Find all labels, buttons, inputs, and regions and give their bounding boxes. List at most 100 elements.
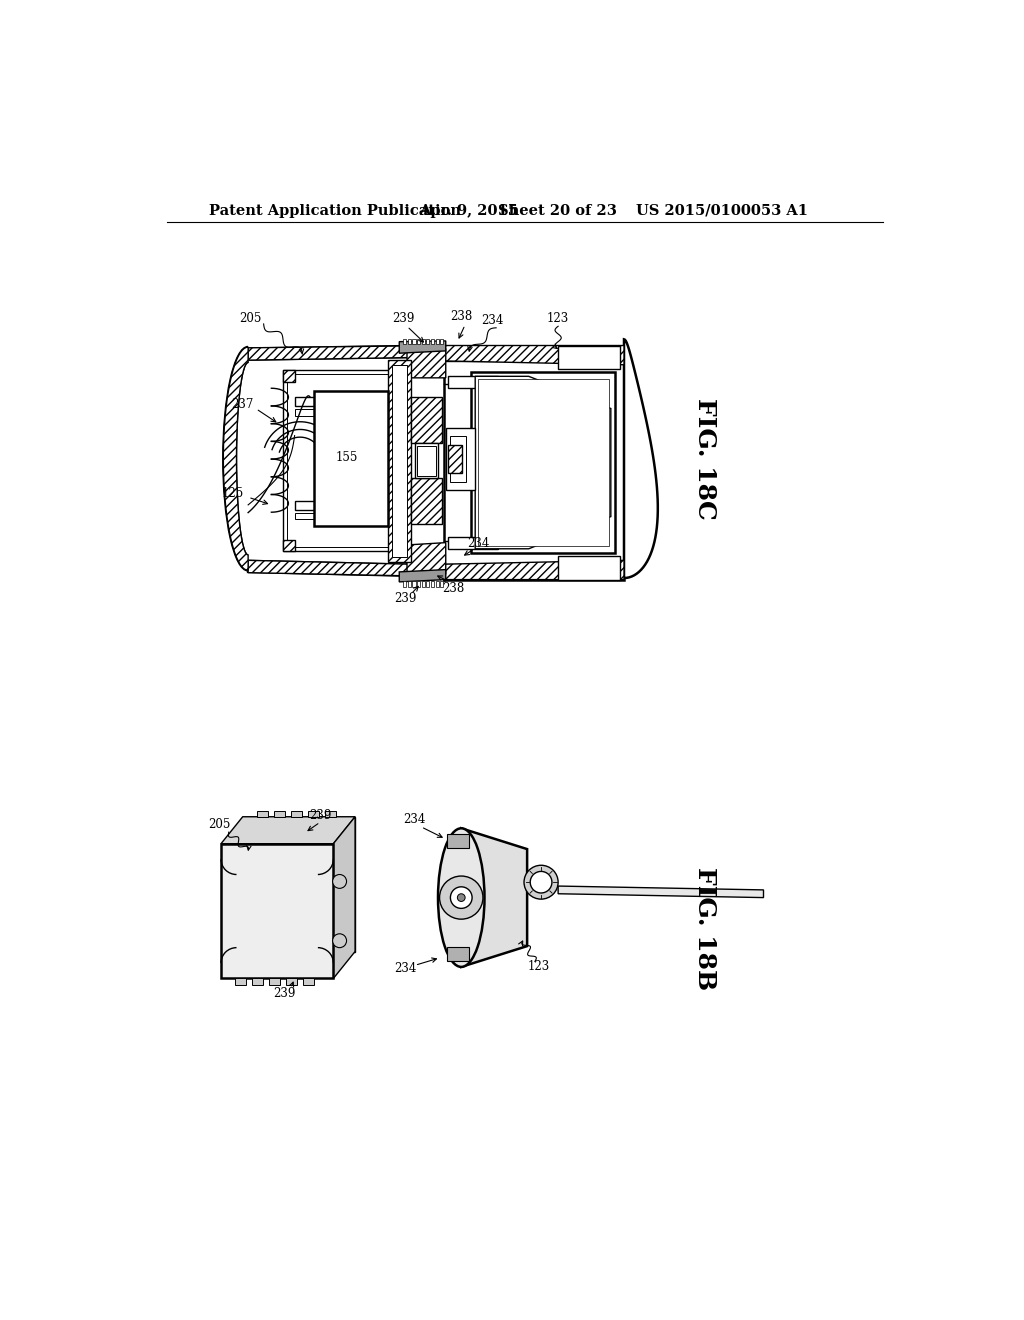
Text: 237: 237 (231, 399, 254, 412)
Bar (447, 946, 469, 961)
Bar (295, 502, 388, 511)
Bar (471, 372, 614, 553)
Polygon shape (461, 829, 527, 966)
Circle shape (458, 894, 465, 902)
Text: Apr. 9, 2015: Apr. 9, 2015 (419, 203, 517, 218)
Bar (325, 810, 336, 817)
Polygon shape (407, 348, 445, 378)
Bar (408, 339, 411, 345)
Bar (408, 581, 411, 586)
Bar (283, 370, 403, 552)
Text: 234: 234 (467, 537, 489, 550)
Bar (413, 339, 416, 345)
Bar (252, 978, 263, 985)
Polygon shape (334, 817, 355, 978)
Polygon shape (248, 560, 442, 577)
Bar (234, 978, 246, 985)
Bar (308, 810, 318, 817)
Circle shape (439, 876, 483, 919)
Text: 205: 205 (208, 818, 230, 832)
Bar (286, 978, 297, 985)
Polygon shape (444, 346, 624, 364)
Bar (422, 339, 425, 345)
Bar (257, 810, 267, 817)
Text: 123: 123 (527, 961, 550, 973)
Text: Patent Application Publication: Patent Application Publication (209, 203, 462, 218)
Text: US 2015/0100053 A1: US 2015/0100053 A1 (636, 203, 808, 218)
Bar (283, 370, 295, 381)
Bar (417, 339, 420, 345)
Text: Sheet 20 of 23: Sheet 20 of 23 (499, 203, 617, 218)
Bar (287, 374, 399, 548)
Text: 155: 155 (336, 450, 357, 463)
Polygon shape (558, 886, 764, 898)
Text: 125: 125 (221, 487, 244, 500)
Bar (415, 444, 438, 478)
Bar (403, 339, 407, 345)
Bar (422, 581, 425, 586)
Bar (440, 339, 443, 345)
Polygon shape (221, 817, 355, 843)
Text: 123: 123 (547, 312, 569, 325)
Bar (431, 339, 434, 345)
Text: 238: 238 (442, 582, 465, 594)
Bar (283, 540, 295, 552)
Text: 239: 239 (273, 987, 296, 1001)
Bar (314, 391, 388, 525)
Bar (391, 364, 407, 557)
Bar (440, 581, 443, 586)
Bar (449, 376, 499, 388)
Circle shape (530, 871, 552, 892)
Polygon shape (407, 543, 445, 574)
Bar (435, 339, 438, 345)
Polygon shape (248, 346, 442, 360)
Bar (295, 409, 388, 416)
Text: 234: 234 (481, 314, 504, 326)
Bar (451, 436, 466, 482)
Bar (426, 581, 429, 586)
Bar (417, 446, 435, 475)
Bar (417, 581, 420, 586)
Bar (447, 834, 469, 849)
Bar (431, 581, 434, 586)
Bar (445, 428, 475, 490)
Polygon shape (444, 560, 624, 579)
Polygon shape (243, 817, 355, 952)
Polygon shape (221, 843, 334, 978)
Bar (449, 537, 499, 549)
Circle shape (451, 887, 472, 908)
Text: 205: 205 (240, 312, 262, 325)
Bar (449, 445, 462, 473)
Bar (435, 581, 438, 586)
Polygon shape (223, 347, 248, 570)
Text: 239: 239 (309, 809, 332, 822)
Text: 234: 234 (403, 813, 426, 825)
Bar (411, 397, 442, 444)
Bar (413, 581, 416, 586)
Bar (558, 346, 621, 368)
Circle shape (333, 933, 346, 948)
Text: 234: 234 (394, 962, 417, 975)
Bar (273, 810, 285, 817)
Text: FIG. 18B: FIG. 18B (693, 867, 718, 990)
Bar (303, 978, 314, 985)
Bar (388, 360, 411, 562)
Circle shape (524, 866, 558, 899)
Bar (295, 397, 388, 407)
Polygon shape (475, 376, 611, 549)
Polygon shape (399, 570, 445, 582)
Bar (477, 379, 608, 546)
Ellipse shape (438, 829, 484, 968)
Polygon shape (399, 341, 445, 354)
Text: 238: 238 (451, 310, 472, 323)
Bar (558, 557, 621, 579)
Bar (411, 478, 442, 524)
Text: FIG. 18C: FIG. 18C (693, 397, 718, 520)
Text: 239: 239 (392, 312, 415, 325)
Bar (269, 978, 280, 985)
Bar (403, 581, 407, 586)
Circle shape (333, 874, 346, 888)
Bar (295, 512, 388, 519)
Bar (291, 810, 302, 817)
Polygon shape (624, 339, 657, 579)
